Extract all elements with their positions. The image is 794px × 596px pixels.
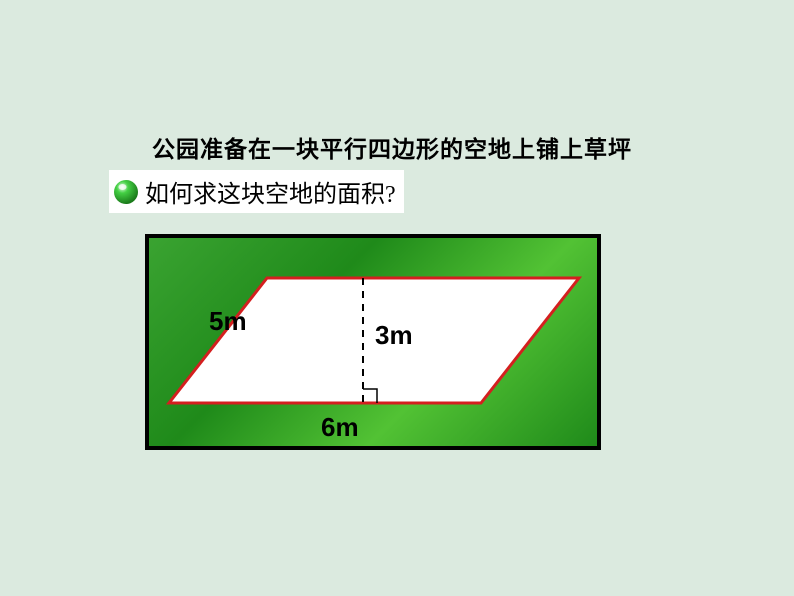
slide-title: 公园准备在一块平行四边形的空地上铺上草坪 bbox=[152, 130, 632, 164]
label-base-6m: 6m bbox=[321, 412, 359, 443]
parallelogram-diagram bbox=[149, 238, 597, 446]
question-text: 如何求这块空地的面积? bbox=[145, 174, 396, 209]
diagram-frame: 5m 3m 6m bbox=[145, 234, 601, 450]
question-row: 如何求这块空地的面积? bbox=[109, 170, 404, 213]
bullet-sphere-icon bbox=[113, 179, 139, 205]
parallelogram-shape bbox=[169, 278, 579, 403]
label-height-3m: 3m bbox=[375, 320, 413, 351]
label-side-5m: 5m bbox=[209, 306, 247, 337]
